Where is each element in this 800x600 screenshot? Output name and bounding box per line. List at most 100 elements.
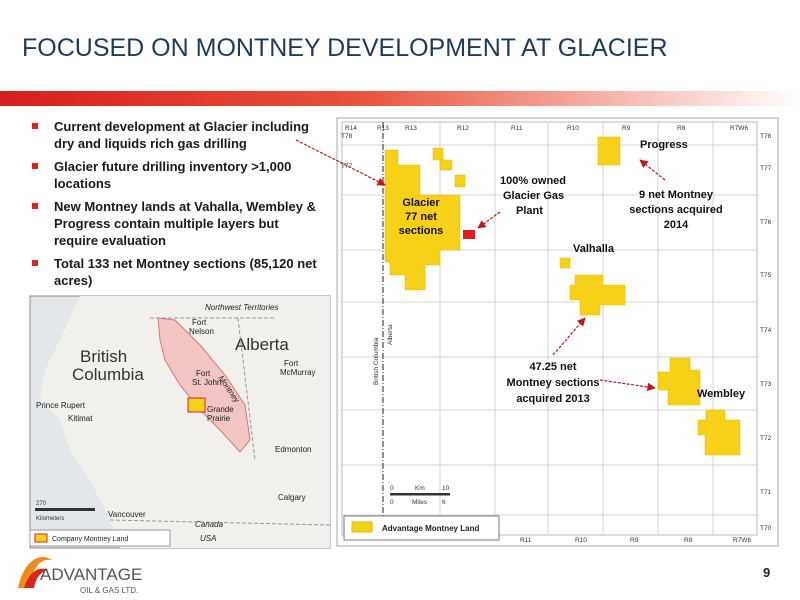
map-label: Fort xyxy=(196,369,211,378)
range-label: R10 xyxy=(575,537,587,544)
bullet: Glacier future drilling inventory >1,000… xyxy=(30,158,326,192)
township-label: T77 xyxy=(760,165,772,172)
wembley-land xyxy=(697,409,741,456)
bullet: Current development at Glacier including… xyxy=(30,118,326,152)
bullet: Total 133 net Montney sections (85,120 n… xyxy=(30,255,326,289)
inset-map: Northwest Territories Fort Nelson Britis… xyxy=(29,295,331,549)
map-inner xyxy=(341,121,758,536)
annotation: Glacier xyxy=(402,197,440,209)
arrows xyxy=(295,139,666,392)
scale-bar xyxy=(390,493,450,496)
scale-label: 0 xyxy=(390,499,394,506)
map-label: St. John xyxy=(192,378,221,387)
annotation: Glacier Gas xyxy=(503,190,564,202)
glacier-land xyxy=(432,147,444,161)
arrow xyxy=(295,139,386,186)
logo: ADVANTAGE OIL & GAS LTD. xyxy=(18,557,142,595)
scale: 0 Km 10 0 Miles 6 xyxy=(390,485,450,506)
map-label: Grande xyxy=(207,405,234,414)
legend-swatch xyxy=(34,533,48,543)
glacier-land xyxy=(439,159,453,171)
inset-land xyxy=(40,296,330,548)
scale-label: 6 xyxy=(442,499,446,506)
map-label: Nelson xyxy=(189,327,214,336)
arrow xyxy=(552,317,586,356)
province-label: British Columbia xyxy=(373,337,380,385)
wembley-land xyxy=(657,357,701,406)
map-label: USA xyxy=(200,534,216,543)
valhalla-land xyxy=(559,257,571,269)
township-label: T72 xyxy=(760,435,772,442)
bullet: New Montney lands at Vahalla, Wembley & … xyxy=(30,198,326,249)
map-label: McMurray xyxy=(280,368,316,377)
gas-plant xyxy=(463,230,475,239)
range-label: R8 xyxy=(677,125,686,132)
annotation: 47.25 net xyxy=(529,361,576,373)
scale-label: 270 xyxy=(36,501,47,507)
map-label: Vancouver xyxy=(108,510,146,519)
range-label: R7W6 xyxy=(733,537,751,544)
annotation: sections acquired xyxy=(629,204,723,216)
range-label: R9 xyxy=(630,537,639,544)
arrow xyxy=(639,159,666,181)
header-bar xyxy=(0,91,800,106)
map-label: Calgary xyxy=(278,493,306,502)
annotation: Valhalla xyxy=(573,243,615,255)
annotation: Wembley xyxy=(697,388,746,400)
arrow xyxy=(477,211,501,229)
range-label: R14 xyxy=(345,125,357,132)
township-label: T74 xyxy=(760,327,772,334)
scale-label: 0 xyxy=(390,485,394,492)
scale-label: Kilometers xyxy=(36,516,64,522)
range-label: R8 xyxy=(684,537,693,544)
logo-name: ADVANTAGE xyxy=(40,565,142,584)
range-label: R13 xyxy=(405,125,417,132)
annotation: 100% owned xyxy=(500,175,566,187)
page-number: 9 xyxy=(763,565,770,580)
inset-borders xyxy=(109,317,331,526)
logo-swoosh xyxy=(18,557,52,588)
province-label: Alberta xyxy=(387,324,394,345)
range-label: R11 xyxy=(520,537,532,544)
glacier-land xyxy=(384,149,461,291)
progress-land xyxy=(597,136,621,166)
range-label: R13 xyxy=(377,125,389,132)
scale-bar xyxy=(35,508,95,511)
range-label: R9 xyxy=(622,125,631,132)
map-label: British xyxy=(80,347,127,366)
range-label: R7W6 xyxy=(730,125,748,132)
scale-label: Km xyxy=(415,485,425,492)
map-label: Alberta xyxy=(235,335,289,354)
slide-title: FOCUSED ON MONTNEY DEVELOPMENT AT GLACIE… xyxy=(22,34,668,62)
township-label: T75 xyxy=(760,272,772,279)
annotation: Progress xyxy=(640,139,688,151)
bullet-list: Current development at Glacier including… xyxy=(30,118,326,295)
township-label: T73 xyxy=(760,381,772,388)
montney-fairway xyxy=(157,317,251,453)
annotation: Plant xyxy=(516,205,543,217)
arrow xyxy=(599,379,656,392)
map-label: Northwest Territories xyxy=(205,303,279,312)
scale-label: Miles xyxy=(412,499,428,506)
township-label: T71 xyxy=(760,489,772,496)
legend-swatch xyxy=(351,521,373,533)
main-map: R14 R13 R13 R12 R11 R10 R9 R8 R7W6 R11 R… xyxy=(295,117,779,547)
annotation: 9 net Montney xyxy=(639,189,714,201)
township-label: T78 xyxy=(760,133,772,140)
annotation: 77 net xyxy=(405,211,437,223)
scale-label: 10 xyxy=(442,485,450,492)
annotation: Montney sections xyxy=(507,377,600,389)
montney-lands xyxy=(384,136,741,456)
annotation: sections xyxy=(399,225,444,237)
company-land xyxy=(187,397,206,413)
legend-label: Company Montney Land xyxy=(52,536,128,543)
inset-legend xyxy=(29,529,171,547)
map-label: Prairie xyxy=(207,414,231,423)
map-label: Edmonton xyxy=(275,445,311,454)
map-label: Kitimat xyxy=(68,414,93,423)
map-label: Fort xyxy=(284,359,299,368)
glacier-land xyxy=(454,174,466,188)
map-label: Columbia xyxy=(72,365,144,384)
legend-label: Advantage Montney Land xyxy=(382,524,479,533)
